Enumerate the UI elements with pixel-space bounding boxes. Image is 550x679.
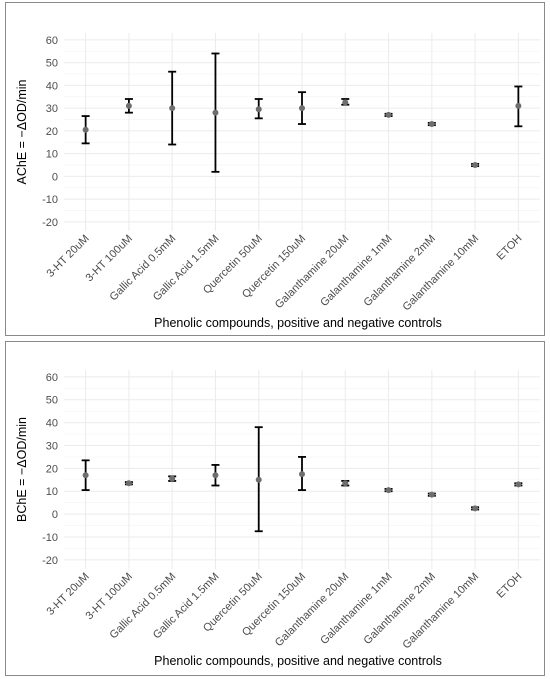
y-tick-label: 60: [46, 35, 58, 47]
data-point: [82, 472, 89, 479]
y-tick-label: 30: [46, 103, 58, 115]
grid: [64, 33, 540, 231]
data-point: [255, 476, 262, 483]
data-point: [125, 102, 132, 109]
y-tick-label: 0: [52, 509, 58, 521]
x-tick-label: Galanthamine 20uM: [273, 571, 352, 650]
x-tick-label: Galanthamine 2mM: [362, 233, 438, 309]
y-tick-label: 40: [46, 418, 58, 430]
y-tick-label: 50: [46, 395, 58, 407]
data-point: [515, 102, 522, 109]
data-point: [428, 121, 435, 128]
y-tick-label: 50: [46, 58, 58, 70]
data-point: [169, 105, 176, 112]
x-tick-label: Galanthamine 2mM: [362, 571, 438, 647]
y-tick-label: -20: [42, 217, 58, 229]
data-point: [299, 471, 305, 478]
x-tick-label: ETOH: [495, 233, 525, 263]
x-tick-label: Galanthamine 10mM: [401, 233, 482, 314]
data-point: [212, 109, 219, 116]
data-point: [515, 481, 522, 488]
data-point: [472, 505, 479, 512]
x-tick-label: 3-HT 20uM: [45, 571, 92, 618]
ache-x-axis-title: Phenolic compounds, positive and negativ…: [154, 316, 442, 330]
x-tick-label: Galanthamine 1mM: [318, 233, 394, 309]
x-tick-label: Galanthamine 10mM: [401, 571, 482, 652]
grid: [64, 370, 540, 569]
y-tick-label: -10: [42, 194, 58, 206]
y-tick-label: 10: [46, 149, 58, 161]
y-tick-label: 20: [46, 126, 58, 138]
ache-chart-panel: -20 -10 0 10 20 30 40 50 60 3-HT 20uM 3-HT 100uM Ga…: [5, 2, 545, 336]
x-tick-label: Galanthamine 20uM: [273, 233, 352, 312]
y-tick-label: 0: [52, 171, 58, 183]
bche-chart-panel: -20 -10 0 10 20 30 40 50 60 3-HT 20uM 3-HT 100uM Ga…: [5, 341, 545, 676]
x-tick-label: Galanthamine 1mM: [318, 571, 394, 647]
data-point: [125, 480, 132, 487]
y-tick-label: 10: [46, 486, 58, 498]
data-point: [385, 111, 392, 118]
y-tick-label: 30: [46, 440, 58, 452]
data-point: [342, 480, 349, 487]
data-point: [342, 99, 349, 106]
y-tick-label: 20: [46, 463, 58, 475]
x-tick-label: 3-HT 20uM: [45, 233, 92, 280]
bche-y-axis-title: BChE = −ΔOD/min: [15, 417, 29, 522]
y-tick-label: 40: [46, 80, 58, 92]
ache-y-axis-title: AChE = −ΔOD/min: [15, 79, 29, 184]
x-tick-label: ETOH: [495, 571, 525, 601]
y-tick-label: -10: [42, 532, 58, 544]
data-point: [472, 162, 479, 168]
data-point: [428, 491, 435, 498]
y-tick-label: -20: [42, 555, 58, 567]
data-point: [299, 105, 305, 112]
data-point: [255, 106, 262, 113]
data-point: [169, 475, 176, 482]
y-tick-label: 60: [46, 372, 58, 384]
bche-x-axis-title: Phenolic compounds, positive and negativ…: [154, 654, 442, 668]
data-point: [385, 487, 392, 494]
data-point: [82, 126, 89, 133]
data-point: [212, 472, 219, 479]
